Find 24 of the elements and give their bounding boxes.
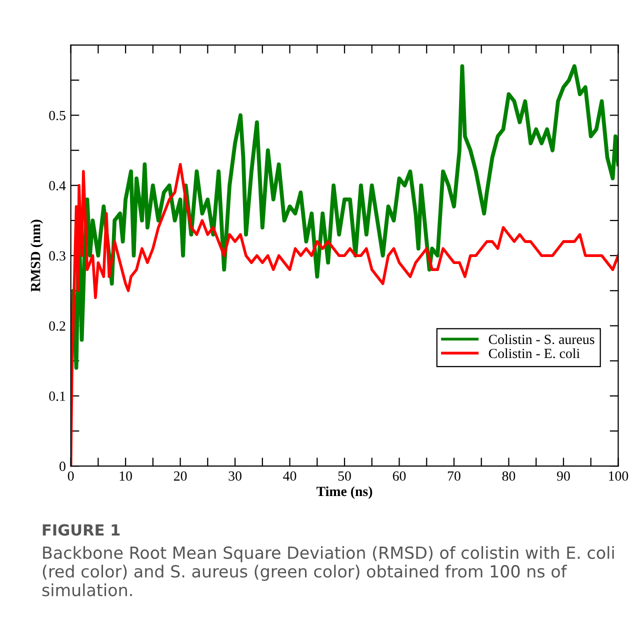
x-axis-title: Time (ns) — [316, 486, 372, 499]
text: Backbone Root Mean Square Deviation (RMSD) of colistin with E. coli (red color) and S. aureus (green color) obtained from 100 ns of simulation. — [42, 546, 614, 596]
x-tick-label: 100 — [609, 471, 628, 481]
x-tick-label: 30 — [228, 471, 242, 481]
x-tick-label: 40 — [283, 471, 296, 481]
y-axis-title: RMSD (nm) — [30, 220, 44, 292]
line-series — [70, 64, 618, 370]
y-tick-label: 0.5 — [49, 110, 66, 120]
y-tick-label: 0.2 — [49, 321, 66, 331]
x-tick-label: 80 — [502, 471, 516, 481]
x-tick-label: 0 — [68, 471, 74, 481]
y-tick-label: 0.1 — [49, 392, 66, 401]
y-tick-label: 0.3 — [49, 251, 66, 261]
x-tick-label: 60 — [392, 471, 406, 481]
y-tick-label: 0.4 — [49, 181, 66, 190]
legend-label: Colistin - S. aureus — [488, 334, 594, 344]
x-tick-label: 90 — [556, 471, 570, 481]
y-tick-label: 0 — [60, 462, 66, 472]
caption: FIGURE 1 — [42, 524, 120, 536]
x-tick-label: 20 — [174, 471, 187, 481]
x-tick-label: 70 — [448, 471, 460, 481]
x-tick-label: 50 — [338, 471, 351, 481]
x-tick-label: 10 — [120, 471, 132, 481]
legend-label: Colistin - E. coli — [488, 348, 580, 358]
